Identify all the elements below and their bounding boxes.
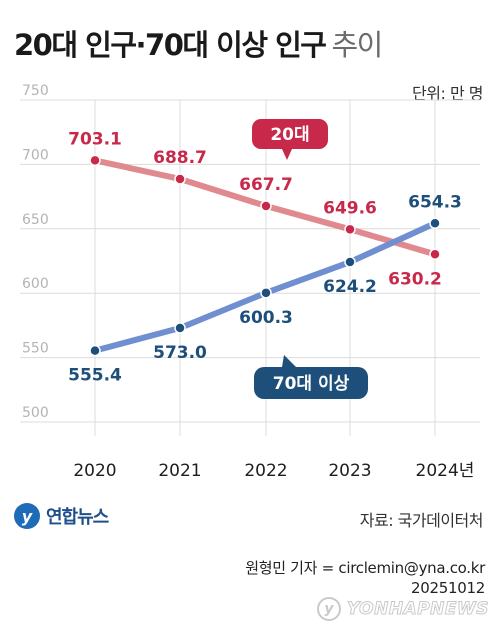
y-tick-label: 500	[22, 405, 49, 421]
credit-block: 원형민 기자 = circlemin@yna.co.kr 20251012	[245, 558, 485, 598]
legend-callout-20s	[252, 119, 328, 149]
legend-callout-70s-pointer	[282, 355, 296, 367]
legend-label-20s: 20대	[270, 125, 309, 145]
page-title: 20대 인구·70대 이상 인구 추이	[14, 22, 383, 64]
y-tick-label: 550	[22, 341, 49, 357]
yonhap-logo: y 연합뉴스	[14, 503, 109, 529]
data-point	[174, 322, 186, 334]
data-label: 600.3	[239, 308, 293, 328]
x-tick-label: 2020	[73, 461, 116, 481]
date-line: 20251012	[411, 579, 485, 597]
credit-line: 원형민 기자 = circlemin@yna.co.kr	[245, 559, 485, 577]
source-label: 자료: 국가데이터처	[359, 511, 484, 530]
unit-label: 단위: 만 명	[412, 84, 483, 103]
data-label: 630.2	[388, 269, 442, 289]
data-point	[344, 223, 356, 236]
x-tick-label: 2024년	[416, 461, 475, 481]
legend-callout-20s-pointer	[282, 149, 292, 160]
watermark: y YONHAPNEWS	[316, 597, 489, 621]
line-chart: 750 700 650 600 550 500 2020 2021 2022 2023 2024년 7…	[20, 83, 480, 481]
y-tick-label: 600	[22, 276, 49, 292]
watermark-icon: y	[316, 597, 341, 621]
y-tick-label: 750	[22, 83, 49, 99]
data-point	[260, 287, 272, 299]
watermark-text: YONHAPNEWS	[346, 599, 489, 620]
logo-text: 연합뉴스	[46, 507, 109, 528]
data-point	[174, 173, 186, 185]
x-tick-label: 2022	[244, 461, 287, 481]
data-point	[429, 217, 441, 230]
data-label: 703.1	[68, 129, 122, 149]
data-point	[429, 248, 441, 261]
data-point	[344, 256, 356, 268]
data-label: 688.7	[153, 148, 207, 168]
title-subtitle: 추이	[331, 28, 383, 62]
data-label: 573.0	[153, 343, 207, 363]
data-label: 555.4	[68, 366, 122, 386]
data-point	[89, 154, 101, 167]
x-tick-label: 2021	[158, 461, 201, 481]
y-tick-label: 650	[22, 212, 49, 228]
yonhap-logo-icon: y	[14, 503, 40, 529]
legend-callout-70s	[254, 367, 368, 399]
data-point	[89, 344, 101, 357]
legend-label-70s: 70대 이상	[273, 374, 350, 394]
data-label: 624.2	[323, 277, 377, 297]
data-point	[260, 200, 272, 212]
data-label: 654.3	[408, 192, 462, 212]
title-main: 20대 인구·70대 이상 인구	[14, 28, 327, 62]
data-label: 667.7	[239, 175, 293, 195]
data-label: 649.6	[323, 198, 377, 218]
x-tick-label: 2023	[328, 461, 371, 481]
y-tick-label: 700	[22, 147, 49, 163]
